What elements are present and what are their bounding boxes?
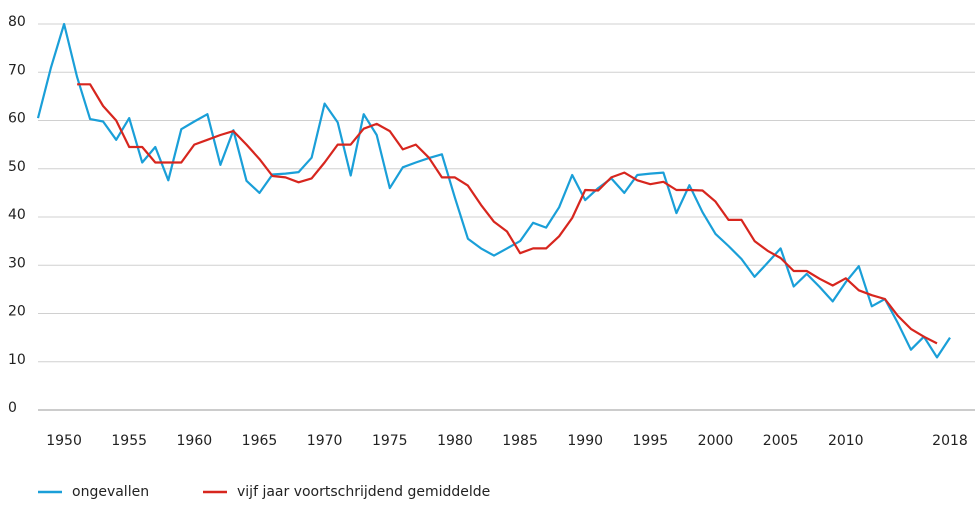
data-line: [36, 22, 951, 359]
y-tick-label: 30: [8, 255, 26, 271]
x-tick-label: 1980: [437, 433, 473, 449]
x-tick-label: 1995: [633, 433, 669, 449]
y-tick-label: 20: [8, 304, 26, 320]
x-tick-label: 1955: [111, 433, 147, 449]
y-tick-label: 10: [8, 352, 26, 368]
y-tick-label: 40: [8, 207, 26, 223]
x-tick-label: 1985: [502, 433, 538, 449]
legend-label: vijf jaar voortschrijdend gemiddelde: [237, 484, 490, 500]
y-tick-label: 80: [8, 14, 26, 30]
x-tick-label: 2010: [828, 433, 864, 449]
data-line: [77, 83, 938, 345]
legend-label: ongevallen: [72, 484, 149, 500]
y-tick-label: 70: [8, 62, 26, 78]
x-tick-label: 2018: [932, 433, 968, 449]
x-tick-label: 1960: [177, 433, 213, 449]
x-tick-label: 1950: [46, 433, 82, 449]
x-tick-label: 1965: [242, 433, 278, 449]
x-tick-label: 1975: [372, 433, 408, 449]
y-tick-label: 50: [8, 159, 26, 175]
x-tick-label: 1990: [567, 433, 603, 449]
x-tick-label: 2000: [698, 433, 734, 449]
x-tick-label: 2005: [763, 433, 799, 449]
y-tick-label: 0: [8, 400, 17, 416]
y-tick-label: 60: [8, 111, 26, 127]
x-tick-label: 1970: [307, 433, 343, 449]
